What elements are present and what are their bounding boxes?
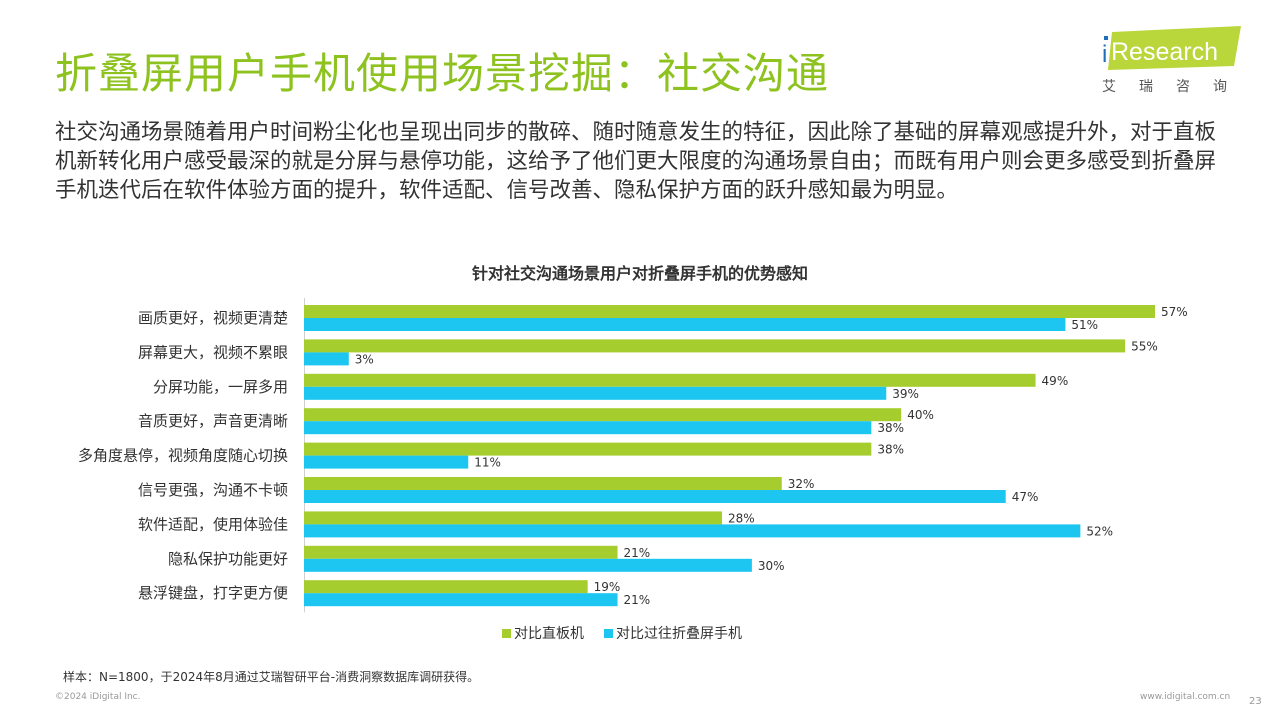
chart-title: 针对社交沟通场景用户对折叠屏手机的优势感知 (471, 264, 808, 283)
legend-label: 对比过往折叠屏手机 (616, 626, 742, 642)
bar-vs-old-foldable (304, 558, 752, 572)
category-label: 悬浮键盘，打字更方便 (138, 584, 288, 602)
sample-note: 样本：N=1800，于2024年8月通过艾瑞智研平台-消费洞察数据库调研获得。 (63, 670, 480, 684)
intro-paragraph: 社交沟通场景随着用户时间粉尘化也呈现出同步的散碎、随时随意发生的特征，因此除了基… (55, 120, 1217, 203)
data-label: 51% (1071, 318, 1098, 332)
data-label: 55% (1131, 339, 1158, 353)
data-label: 32% (788, 477, 815, 491)
data-label: 21% (624, 546, 651, 560)
category-label: 音质更好，声音更清晰 (138, 412, 288, 430)
copyright: ©2024 iDigital Inc. (55, 692, 141, 702)
page-number: 23 (1249, 696, 1262, 707)
bar-vs-bar-phone (304, 373, 1036, 387)
logo-subtitle: 艾瑞咨询 (1102, 79, 1250, 95)
data-label: 57% (1161, 305, 1188, 319)
bar-vs-bar-phone (304, 545, 618, 559)
category-label: 屏幕更大，视频不累眼 (138, 343, 288, 361)
bar-vs-bar-phone (304, 580, 588, 594)
category-label: 多角度悬停，视频角度随心切换 (78, 447, 288, 465)
bar-vs-old-foldable (304, 593, 618, 607)
bar-vs-old-foldable (304, 352, 349, 366)
data-label: 52% (1086, 524, 1113, 538)
logo-text: Research (1111, 38, 1218, 66)
category-label: 软件适配，使用体验佳 (138, 515, 288, 533)
bar-vs-bar-phone (304, 305, 1155, 318)
category-label: 信号更强，沟通不卡顿 (138, 481, 288, 499)
logo-mark-icon: i Research (1102, 26, 1241, 70)
data-label: 21% (624, 593, 651, 607)
category-label: 画质更好，视频更清楚 (138, 309, 288, 327)
legend-label: 对比直板机 (514, 625, 584, 642)
bar-vs-bar-phone (304, 511, 723, 525)
category-label: 隐私保护功能更好 (168, 550, 288, 568)
data-label: 49% (1042, 374, 1069, 388)
bar-vs-old-foldable (304, 421, 872, 435)
logo-i: i (1102, 41, 1107, 68)
data-label: 39% (892, 387, 919, 401)
legend-swatch (604, 629, 613, 638)
data-label: 3% (355, 352, 374, 366)
website: www.idigital.com.cn (1140, 692, 1231, 702)
data-label: 47% (1012, 490, 1039, 504)
bar-vs-old-foldable (304, 490, 1006, 503)
data-label: 28% (728, 511, 755, 525)
bar-vs-old-foldable (304, 455, 469, 469)
bar-chart: 画质更好，视频更清楚 57% 51% 屏幕更大，视频不累眼 55% 3% 分屏功能，一屏多用… (78, 298, 1188, 642)
data-label: 30% (758, 559, 785, 573)
bar-vs-bar-phone (304, 408, 902, 422)
category-label: 分屏功能，一屏多用 (153, 378, 288, 396)
bar-vs-old-foldable (304, 386, 887, 400)
page-title: 折叠屏用户手机使用场景挖掘：社交沟通 (55, 49, 830, 98)
bar-vs-old-foldable (304, 318, 1066, 331)
data-label: 40% (907, 408, 934, 422)
legend-swatch (502, 629, 511, 638)
data-label: 38% (877, 443, 904, 457)
data-label: 19% (594, 580, 621, 594)
bar-vs-bar-phone (304, 339, 1126, 353)
iresearch-logo: i Research 艾瑞咨询 (1100, 26, 1246, 96)
bar-vs-bar-phone (304, 442, 872, 456)
data-label: 11% (474, 456, 501, 470)
bar-vs-bar-phone (304, 477, 782, 490)
data-label: 38% (877, 421, 904, 435)
bar-vs-old-foldable (304, 524, 1081, 538)
